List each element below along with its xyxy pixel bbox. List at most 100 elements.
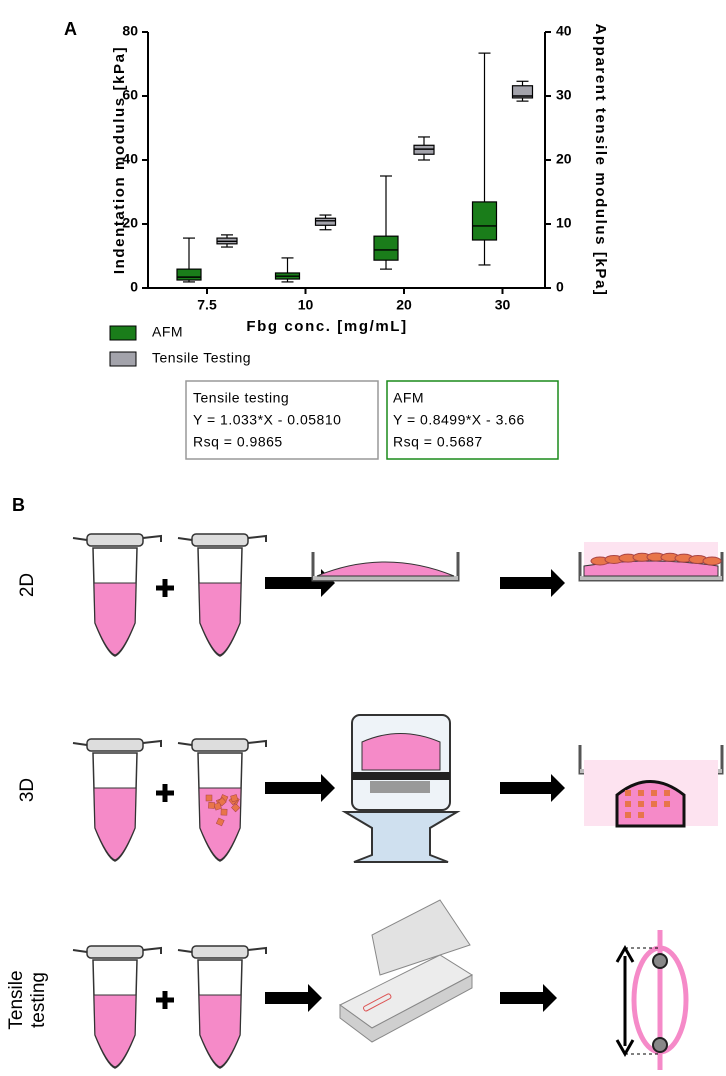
tube-cap: [86, 945, 144, 959]
cell: [638, 812, 644, 818]
box: [176, 268, 202, 281]
tube-liquid: [93, 994, 137, 1068]
cell: [638, 801, 644, 807]
y2-tick-label: 10: [556, 215, 572, 231]
y-tick-label: 80: [122, 23, 138, 39]
x-tick-label: 10: [298, 297, 314, 313]
x-tick-label: 30: [495, 297, 511, 313]
cell: [230, 794, 239, 803]
row-label: 3D: [17, 778, 38, 802]
cell: [625, 790, 631, 796]
mold-lid: [371, 899, 471, 976]
row-label: testing: [28, 972, 49, 1028]
tube-hinge: [72, 534, 162, 542]
device-band: [352, 772, 450, 780]
measure: [615, 944, 635, 1058]
tube-liquid: [93, 787, 137, 861]
arrow: [265, 569, 335, 597]
tube: [72, 533, 162, 657]
cell: [638, 790, 644, 796]
cell: [215, 817, 225, 827]
tube: [177, 533, 267, 657]
tube-cap: [86, 533, 144, 547]
cell: [702, 556, 722, 566]
cell: [231, 803, 241, 813]
plus: [156, 579, 174, 597]
cell: [208, 801, 215, 809]
fit-box: [185, 380, 379, 460]
device-gel: [361, 733, 441, 771]
cell: [664, 790, 670, 796]
tube-liquid: [198, 582, 242, 656]
y2-tick-label: 30: [556, 87, 572, 103]
tube-cap: [86, 738, 144, 752]
y-tick-label: 60: [122, 87, 138, 103]
fit-text: AFM: [393, 390, 424, 406]
fit-text: Y = 1.033*X - 0.05810: [193, 412, 341, 428]
fit-text: Y = 0.8499*X - 3.66: [393, 412, 525, 428]
y-tick-label: 20: [122, 215, 138, 231]
y2-tick-label: 40: [556, 23, 572, 39]
fit-text: Rsq = 0.9865: [193, 434, 283, 450]
cell: [205, 794, 213, 802]
fit-box: [386, 380, 559, 460]
y-tick-label: 40: [122, 151, 138, 167]
device-band: [370, 781, 430, 793]
cell: [651, 801, 657, 807]
box: [511, 85, 534, 99]
x-tick-label: 20: [396, 297, 412, 313]
cell: [651, 790, 657, 796]
sample: [363, 993, 392, 1012]
cell: [220, 808, 228, 816]
legend-label: AFM: [152, 324, 183, 340]
plus: [156, 991, 174, 1009]
y-tick-label: 0: [130, 279, 138, 295]
tube: [177, 738, 267, 862]
tube-hinge: [177, 946, 267, 954]
fit-text: Tensile testing: [193, 390, 289, 406]
panel-label: B: [12, 495, 25, 515]
hook: [652, 953, 668, 969]
hook: [652, 1037, 668, 1053]
legend-label: Tensile Testing: [152, 350, 251, 366]
cell: [625, 801, 631, 807]
tube-cap: [191, 945, 249, 959]
dish-base: [313, 576, 458, 580]
gel: [316, 561, 455, 577]
arrow: [265, 984, 322, 1012]
dish-base: [580, 576, 722, 580]
tube: [177, 945, 267, 1069]
tube-hinge: [177, 534, 267, 542]
cell: [625, 812, 631, 818]
arrow: [500, 774, 565, 802]
arrow: [500, 984, 557, 1012]
device-plunger: [341, 811, 461, 863]
box: [471, 201, 498, 241]
tube-liquid: [198, 994, 242, 1068]
row-label: Tensile: [6, 970, 27, 1029]
fit-text: Rsq = 0.5687: [393, 434, 483, 450]
tube-cap: [191, 738, 249, 752]
tube-hinge: [177, 739, 267, 747]
x-tick-label: 7.5: [197, 297, 217, 313]
panel-label: A: [64, 19, 77, 39]
legend-swatch: [109, 325, 137, 341]
tube-liquid: [93, 582, 137, 656]
cell: [664, 801, 670, 807]
legend-swatch: [109, 351, 137, 367]
y2-axis-label: Apparent tensile modulus [kPa]: [592, 23, 609, 296]
y2-tick-label: 20: [556, 151, 572, 167]
box: [373, 235, 399, 261]
mold-side: [339, 974, 473, 1043]
tube-hinge: [72, 946, 162, 954]
arrow: [500, 569, 565, 597]
row-label: 2D: [17, 573, 38, 597]
cell: [213, 802, 222, 811]
x-axis-label: Fbg conc. [mg/mL]: [246, 318, 407, 335]
tube-hinge: [72, 739, 162, 747]
tube: [72, 945, 162, 1069]
box: [314, 217, 337, 226]
y-axis-label: Indentation modulus [kPa]: [111, 46, 128, 274]
y2-tick-label: 0: [556, 279, 564, 295]
